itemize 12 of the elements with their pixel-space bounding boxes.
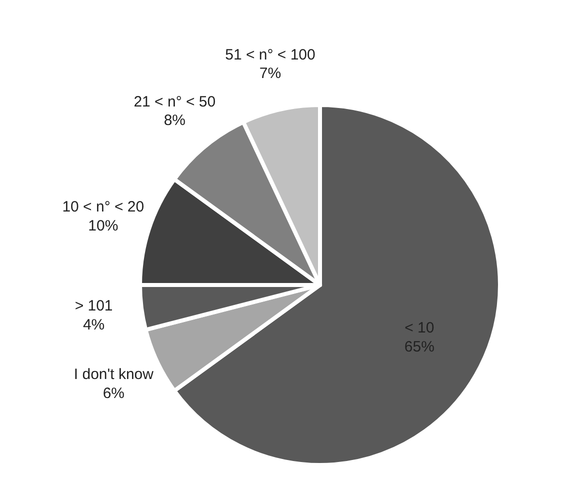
- slice-label: < 10: [404, 320, 434, 337]
- data-label: 10%: [88, 217, 118, 234]
- slice-label: I don't know: [74, 366, 154, 384]
- data-label: 6%: [102, 384, 125, 402]
- data-label: 7%: [259, 65, 282, 82]
- data-label: 4%: [82, 316, 105, 334]
- slice-label: 21 < n° < 50: [134, 93, 216, 110]
- slice-label: > 101: [74, 298, 113, 315]
- data-label: 65%: [404, 338, 434, 356]
- slice-label: 51 < n° < 100: [225, 46, 316, 64]
- slice-label: 10 < n° < 20: [62, 198, 144, 216]
- data-label: 8%: [164, 112, 186, 130]
